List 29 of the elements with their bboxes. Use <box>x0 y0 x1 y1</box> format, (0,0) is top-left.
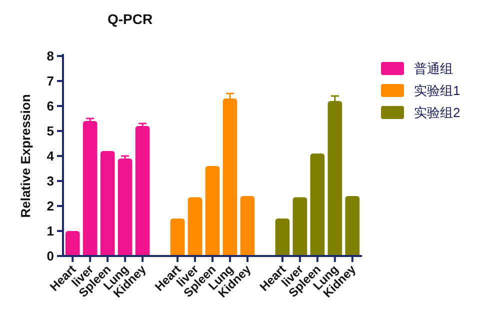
bar <box>188 197 202 256</box>
y-tick-label: 4 <box>46 148 55 164</box>
bar <box>100 151 115 256</box>
bar <box>240 196 255 256</box>
chart-title: Q-PCR <box>107 11 153 27</box>
bar <box>65 231 80 256</box>
bar <box>82 121 98 256</box>
bar <box>328 101 342 256</box>
bar <box>135 126 150 256</box>
y-tick-label: 3 <box>46 174 54 188</box>
y-tick-label: 0 <box>46 248 54 264</box>
bar <box>345 196 360 256</box>
bar <box>275 218 290 256</box>
y-tick-label: 8 <box>46 48 54 64</box>
bar <box>170 218 185 256</box>
legend-label: 普通组 <box>414 61 453 76</box>
y-tick-label: 5 <box>46 124 54 138</box>
bar <box>310 154 325 256</box>
bar <box>118 158 132 256</box>
bar <box>205 166 220 256</box>
bar <box>222 98 238 256</box>
legend-label: 实验组2 <box>414 105 460 120</box>
y-axis-title: Relative Expression <box>18 94 33 218</box>
y-tick-label: 1 <box>46 224 54 238</box>
y-tick-label: 6 <box>46 98 54 114</box>
y-tick-label: 7 <box>46 74 54 88</box>
bar <box>292 197 308 256</box>
legend-label: 实验组1 <box>414 83 460 98</box>
y-tick-label: 2 <box>46 198 54 214</box>
